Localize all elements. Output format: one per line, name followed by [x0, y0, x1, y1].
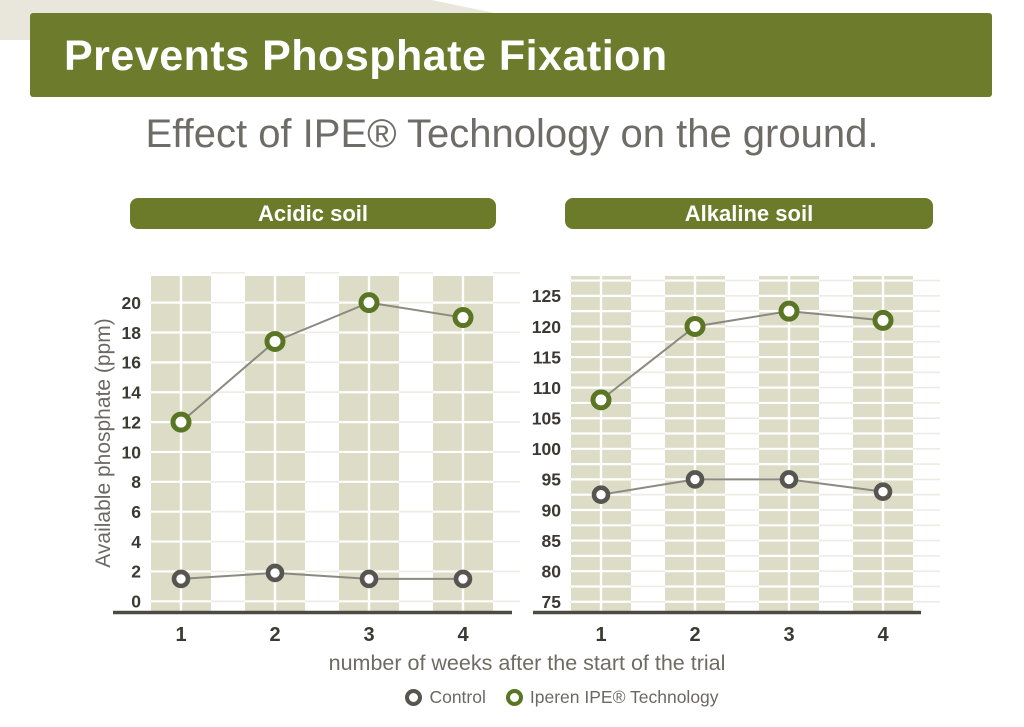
- data-point-marker: [778, 300, 800, 322]
- x-tick-label: 1: [175, 624, 187, 646]
- title-banner: Prevents Phosphate Fixation: [30, 13, 992, 97]
- data-point-marker: [684, 315, 706, 337]
- slide-subtitle: Effect of IPE® Technology on the ground.: [145, 112, 879, 156]
- y-tick-label: 75: [542, 592, 562, 612]
- y-tick-label: 105: [532, 409, 561, 429]
- chart-legend: Control Iperen IPE® Technology: [100, 687, 1024, 708]
- y-tick-label: 80: [542, 561, 562, 581]
- data-point-marker: [779, 470, 799, 489]
- y-tick-label: 6: [131, 502, 141, 522]
- data-point-marker: [265, 563, 285, 583]
- plot-area-acidic: 0 2 4 6 8 10 12 14 16 18 20: [113, 271, 520, 615]
- series-line: [180, 301, 464, 423]
- page-title: Prevents Phosphate Fixation: [64, 32, 668, 80]
- y-tick-label: 12: [122, 412, 142, 432]
- y-tick-label: 0: [131, 592, 141, 612]
- legend-marker-icon: [505, 689, 523, 706]
- data-point-marker: [591, 485, 611, 504]
- legend-label: Control: [429, 687, 486, 707]
- series-line: [180, 571, 463, 580]
- legend-item: Iperen IPE® Technology: [505, 687, 719, 708]
- data-point-marker: [452, 307, 474, 329]
- chart-header-acidic-soil: Acidic soil: [130, 198, 496, 229]
- x-tick-label: 3: [783, 624, 795, 646]
- legend-label: Iperen IPE® Technology: [529, 687, 719, 707]
- data-point-marker: [171, 569, 191, 589]
- chart-acidic-soil: Available phosphate (ppm) 0 2 4 6 8 10 12 14 16 1…: [88, 271, 520, 646]
- x-tick-labels-alkaline: 1 2 3 4: [570, 624, 940, 650]
- x-axis-title: number of weeks after the start of the t…: [328, 651, 726, 675]
- legend-item: Control: [405, 687, 486, 708]
- data-point-marker: [359, 569, 379, 589]
- x-tick-label: 4: [457, 624, 469, 646]
- plot-area-alkaline: 75 80 85 90 95 100 105 110 115 120 125: [532, 276, 940, 615]
- data-point-marker: [264, 330, 286, 352]
- y-tick-label: 20: [122, 293, 142, 313]
- data-point-marker: [170, 411, 192, 433]
- y-tick-label: 10: [122, 442, 142, 462]
- data-point-marker: [453, 569, 473, 589]
- data-point-marker: [358, 292, 380, 314]
- data-point-marker: [872, 309, 894, 331]
- x-tick-label: 1: [595, 624, 607, 646]
- y-tick-label: 16: [122, 353, 142, 373]
- series-line: [600, 310, 884, 401]
- legend-marker-icon: [405, 689, 423, 706]
- data-point-marker: [590, 389, 612, 411]
- y-tick-label: 85: [542, 531, 562, 551]
- y-tick-label: 14: [122, 383, 142, 403]
- x-tick-label: 2: [269, 624, 281, 646]
- y-tick-label: 2: [131, 562, 141, 582]
- y-tick-label: 18: [122, 323, 142, 343]
- y-axis-label: Available phosphate (ppm): [92, 318, 115, 568]
- data-point-marker: [873, 482, 893, 501]
- x-tick-label: 2: [689, 624, 701, 646]
- x-tick-label: 3: [363, 624, 375, 646]
- y-tick-label: 4: [131, 532, 141, 552]
- y-tick-label: 8: [131, 472, 141, 492]
- y-tick-label: 90: [542, 500, 562, 520]
- y-tick-label: 125: [532, 286, 561, 306]
- chart-header-alkaline-soil: Alkaline soil: [565, 198, 933, 229]
- y-tick-label: 95: [542, 470, 562, 490]
- chart-alkaline-soil: 75 80 85 90 95 100 105 110 115 120 125 1 2 3 4: [508, 272, 940, 646]
- x-tick-label: 4: [877, 624, 889, 646]
- y-tick-label: 120: [532, 317, 561, 337]
- y-tick-label: 115: [533, 347, 561, 367]
- series-line: [600, 478, 884, 496]
- x-tick-labels-acidic: 1 2 3 4: [150, 624, 520, 650]
- y-tick-label: 100: [532, 439, 561, 459]
- data-point-marker: [685, 470, 705, 489]
- y-tick-label: 110: [533, 378, 561, 398]
